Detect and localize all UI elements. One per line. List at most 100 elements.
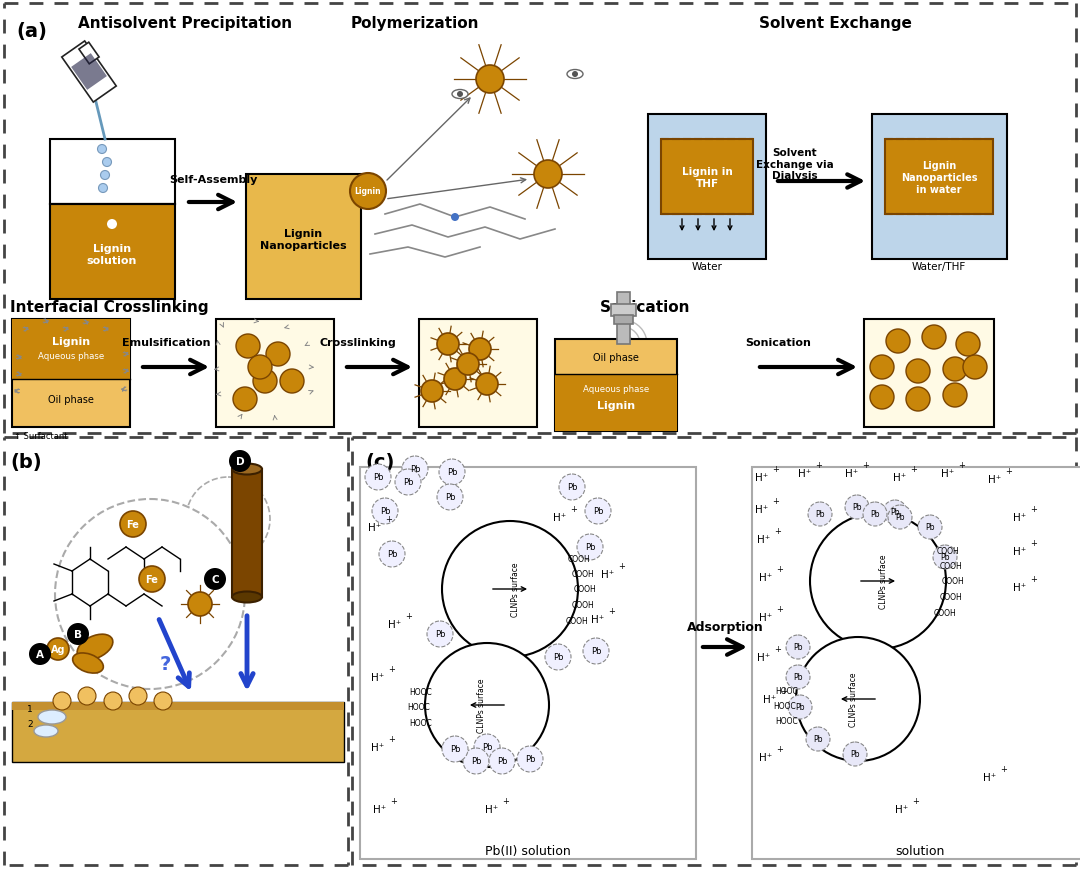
- Circle shape: [808, 502, 832, 527]
- Circle shape: [100, 171, 109, 180]
- Text: Fe: Fe: [126, 520, 139, 529]
- Text: Pb: Pb: [445, 493, 456, 502]
- Text: Pb: Pb: [373, 473, 383, 482]
- Text: Lignin: Lignin: [354, 188, 381, 196]
- Text: 2: 2: [27, 720, 32, 729]
- Text: 1: 1: [27, 705, 32, 713]
- Text: Pb: Pb: [890, 507, 900, 517]
- Circle shape: [933, 546, 957, 569]
- Circle shape: [204, 568, 226, 590]
- Circle shape: [843, 742, 867, 766]
- Text: Pb: Pb: [447, 468, 457, 477]
- Text: +: +: [774, 644, 781, 653]
- Text: Pb: Pb: [584, 543, 595, 552]
- Text: Pb: Pb: [793, 673, 802, 681]
- Text: +: +: [1030, 574, 1037, 583]
- Bar: [50, 205, 175, 300]
- Text: +: +: [815, 461, 822, 469]
- Text: Pb(II) solution: Pb(II) solution: [485, 845, 571, 858]
- Circle shape: [572, 72, 578, 78]
- Text: +: +: [862, 461, 869, 469]
- Circle shape: [233, 388, 257, 412]
- Text: Lignin in
THF: Lignin in THF: [681, 167, 732, 189]
- Text: H⁺: H⁺: [846, 468, 859, 479]
- Text: D: D: [235, 456, 244, 467]
- Text: H⁺: H⁺: [764, 694, 777, 704]
- Text: (b): (b): [10, 453, 42, 472]
- Circle shape: [922, 326, 946, 349]
- Text: Pb: Pb: [870, 510, 880, 519]
- Circle shape: [379, 541, 405, 567]
- Ellipse shape: [72, 653, 104, 673]
- Text: COOH: COOH: [568, 555, 591, 564]
- Text: +: +: [777, 564, 783, 574]
- Text: Pb: Pb: [926, 523, 935, 532]
- Bar: [12, 320, 130, 428]
- Text: Pb: Pb: [435, 630, 445, 639]
- Text: Pb: Pb: [553, 653, 564, 661]
- Circle shape: [104, 693, 122, 710]
- Text: COOH: COOH: [934, 609, 957, 618]
- Circle shape: [489, 748, 515, 774]
- Circle shape: [253, 369, 276, 394]
- Polygon shape: [79, 43, 99, 64]
- Text: H⁺: H⁺: [984, 773, 997, 782]
- Ellipse shape: [77, 634, 112, 660]
- Text: Pb: Pb: [593, 507, 604, 516]
- Text: CLNPs surface: CLNPs surface: [878, 554, 888, 608]
- Text: COOH: COOH: [572, 600, 595, 610]
- Circle shape: [585, 499, 611, 524]
- Circle shape: [534, 161, 562, 189]
- Ellipse shape: [232, 592, 262, 603]
- Text: Pb: Pb: [403, 478, 414, 487]
- Text: Pb: Pb: [497, 757, 508, 766]
- Text: H⁺: H⁺: [368, 522, 381, 533]
- Circle shape: [517, 746, 543, 773]
- Circle shape: [437, 334, 459, 355]
- Text: +: +: [772, 496, 779, 506]
- Text: H⁺: H⁺: [988, 474, 1001, 484]
- Text: Polymerization: Polymerization: [351, 16, 480, 31]
- Circle shape: [943, 357, 967, 381]
- Circle shape: [788, 695, 812, 720]
- Circle shape: [457, 92, 463, 98]
- Circle shape: [963, 355, 987, 380]
- Text: +: +: [772, 464, 779, 474]
- Circle shape: [154, 693, 172, 710]
- Text: +: +: [390, 796, 396, 805]
- Text: Lignin: Lignin: [597, 401, 635, 410]
- Text: Pb: Pb: [525, 754, 536, 764]
- Text: +: +: [388, 664, 395, 673]
- Circle shape: [103, 158, 111, 168]
- Text: Emulsification: Emulsification: [122, 338, 211, 348]
- Circle shape: [120, 512, 146, 537]
- Text: Aqueous phase: Aqueous phase: [583, 385, 649, 394]
- Circle shape: [350, 174, 386, 209]
- Text: COOH: COOH: [566, 617, 589, 626]
- Text: Antisolvent Precipitation: Antisolvent Precipitation: [78, 16, 292, 31]
- Text: +: +: [958, 461, 964, 469]
- Text: Interfacial Crosslinking: Interfacial Crosslinking: [10, 300, 208, 315]
- Text: Sonication: Sonication: [745, 338, 811, 348]
- Circle shape: [956, 333, 980, 356]
- Text: H⁺: H⁺: [798, 468, 812, 479]
- Circle shape: [786, 635, 810, 660]
- Text: Pb: Pb: [449, 745, 460, 753]
- Text: H⁺: H⁺: [759, 613, 772, 622]
- Bar: [752, 468, 1080, 859]
- Bar: [872, 115, 1007, 260]
- Text: +: +: [777, 604, 783, 614]
- Bar: [232, 469, 262, 597]
- Text: H⁺: H⁺: [1013, 547, 1027, 556]
- Text: Pb: Pb: [471, 757, 482, 766]
- Ellipse shape: [38, 710, 66, 724]
- Text: +: +: [1030, 539, 1037, 547]
- Bar: [50, 140, 175, 205]
- Text: +: +: [618, 561, 625, 570]
- Text: H⁺: H⁺: [893, 473, 906, 482]
- Circle shape: [444, 368, 465, 390]
- Text: +: +: [1000, 764, 1007, 773]
- Circle shape: [888, 506, 912, 529]
- Bar: [12, 702, 345, 762]
- Text: Pb: Pb: [941, 553, 949, 562]
